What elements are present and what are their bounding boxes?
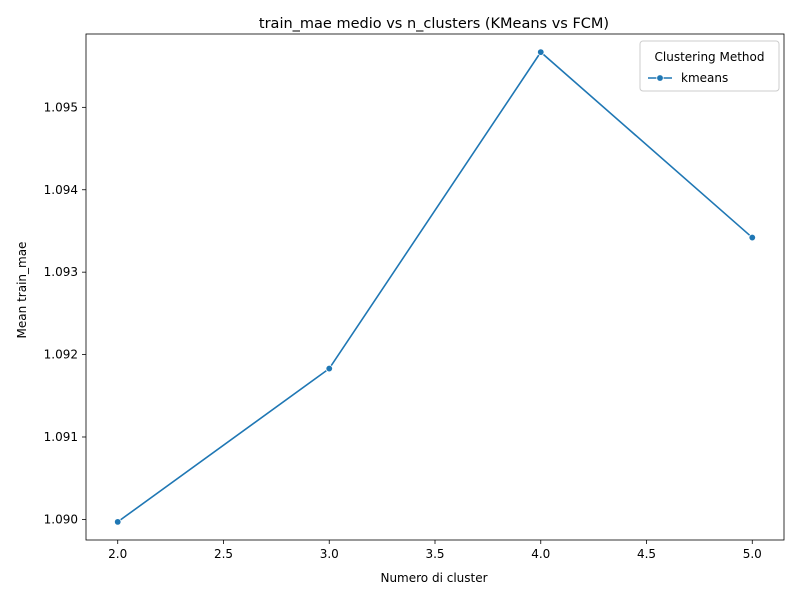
y-tick-label: 1.092 [44, 348, 78, 362]
plot-frame [85, 33, 785, 541]
legend-series-marker [656, 74, 664, 82]
series-line-kmeans [117, 50, 753, 523]
x-tick-label: 3.0 [320, 547, 339, 561]
data-point [325, 364, 333, 373]
data-point [537, 48, 545, 56]
x-tick-label: 4.0 [531, 547, 550, 561]
x-tick-label: 3.5 [425, 547, 444, 561]
x-tick-label: 4.5 [637, 547, 656, 561]
plot-area [85, 33, 785, 541]
series-layer [114, 48, 756, 526]
y-tick-label: 1.095 [44, 100, 78, 114]
y-tick-label: 1.091 [44, 430, 78, 444]
x-axis: 2.0 2.5 3.0 3.5 4.0 4.5 5.0 [108, 540, 762, 561]
data-point [748, 233, 756, 242]
x-axis-label: Numero di cluster [380, 571, 487, 585]
y-tick-label: 1.090 [44, 512, 78, 526]
y-tick-label: 1.093 [44, 265, 78, 279]
legend-box [639, 40, 780, 92]
legend-series-label: kmeans [681, 71, 728, 85]
y-axis-label: Mean train_mae [15, 242, 29, 339]
x-tick-label: 2.5 [214, 547, 233, 561]
y-tick-label: 1.094 [44, 183, 78, 197]
chart-title: train_mae medio vs n_clusters (KMeans vs… [259, 16, 609, 32]
x-tick-label: 5.0 [743, 547, 762, 561]
legend: Clustering Method kmeans [639, 40, 780, 92]
data-point [114, 518, 122, 526]
legend-title: Clustering Method [655, 50, 765, 64]
x-tick-label: 2.0 [108, 547, 127, 561]
y-axis: 1.090 1.091 1.092 1.093 1.094 1.095 [44, 100, 86, 526]
